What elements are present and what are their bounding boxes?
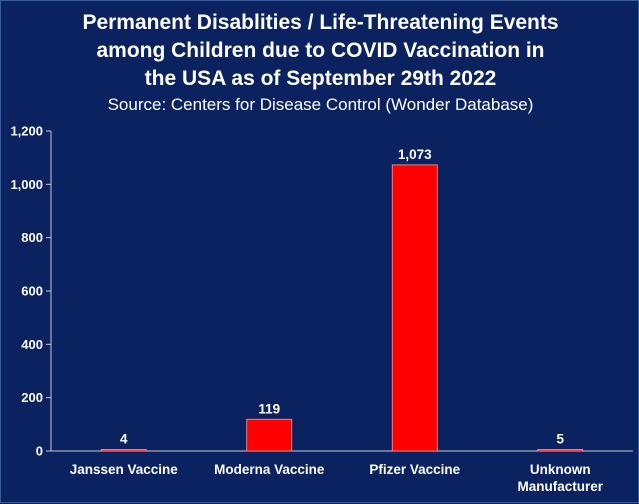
- x-category-label: Janssen Vaccine: [70, 462, 179, 477]
- data-label: 119: [258, 401, 280, 416]
- data-label: 4: [120, 432, 128, 447]
- y-tick-label: 1,000: [10, 177, 43, 192]
- chart-title-line-1: Permanent Disablities / Life-Threatening…: [82, 11, 559, 34]
- data-label: 1,073: [398, 147, 432, 162]
- bar: [537, 449, 584, 452]
- data-label: 5: [556, 432, 564, 447]
- y-tick-label: 200: [21, 390, 43, 405]
- y-tick-label: 1,200: [10, 124, 43, 139]
- y-tick-label: 0: [36, 444, 43, 459]
- y-tick-label: 800: [21, 230, 43, 245]
- y-tick-label: 600: [21, 284, 43, 299]
- chart-subtitle: Source: Centers for Disease Control (Won…: [107, 95, 534, 114]
- bar: [246, 418, 293, 452]
- chart-title-line-2: among Children due to COVID Vaccination …: [96, 39, 545, 62]
- bar: [391, 164, 438, 452]
- bar: [100, 449, 147, 452]
- chart-title-line-3: the USA as of September 29th 2022: [144, 67, 497, 90]
- y-tick-label: 400: [21, 337, 43, 352]
- x-category-label: Moderna Vaccine: [214, 462, 325, 477]
- x-category-label: Manufacturer: [517, 479, 603, 494]
- x-category-label: Pfizer Vaccine: [369, 462, 460, 477]
- x-category-label: Unknown: [530, 462, 591, 477]
